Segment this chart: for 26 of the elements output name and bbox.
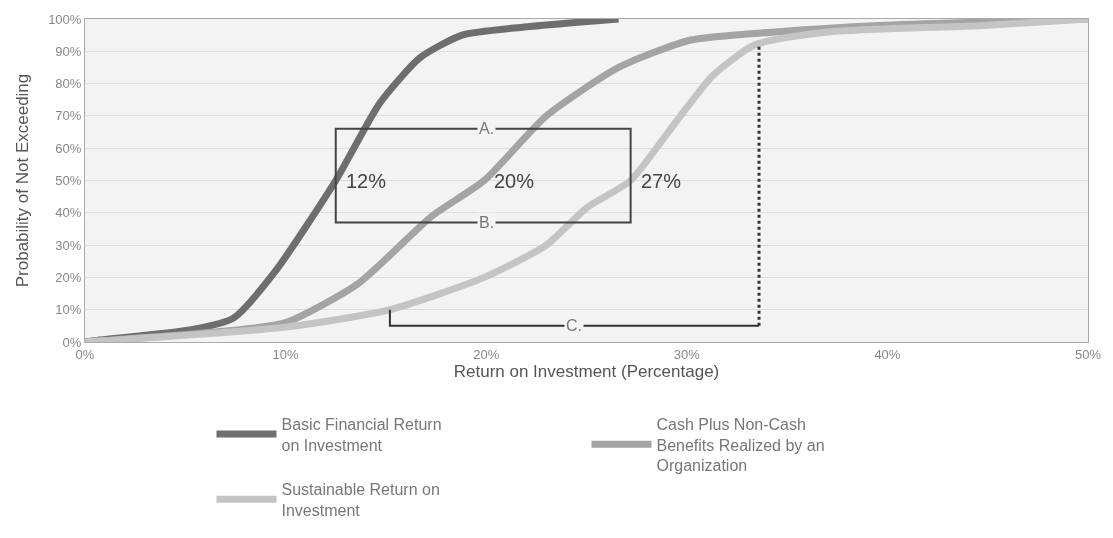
y-tick-label: 100%	[48, 11, 82, 27]
y-tick-label: 20%	[55, 269, 82, 285]
y-tick-label: 90%	[55, 43, 82, 59]
annotation: A.	[479, 120, 495, 137]
y-axis-title: Probability of Not Exceeding	[12, 73, 32, 288]
y-tick-label: 50%	[55, 173, 82, 189]
x-tick-label: 40%	[874, 346, 901, 362]
y-tick-label: 60%	[55, 140, 82, 156]
x-tick-label: 20%	[473, 346, 500, 362]
annotation: C.	[566, 317, 582, 334]
annotation: 27%	[641, 170, 682, 192]
legend-label: Cash Plus Non-Cash Benefits Realized by an Organization	[656, 415, 825, 475]
legend-label: Basic Financial Return on Investment	[281, 415, 442, 454]
x-tick-label: 10%	[272, 346, 300, 362]
x-tick-label: 50%	[1074, 346, 1102, 362]
annotation: B.	[479, 214, 495, 231]
y-tick-label: 80%	[55, 76, 82, 92]
y-tick-label: 10%	[55, 302, 82, 318]
x-tick-label: 30%	[673, 346, 701, 362]
x-axis-title: Return on Investment (Percentage)	[453, 362, 720, 381]
legend-label: Sustainable Return on Investment	[281, 481, 440, 519]
annotation: 20%	[494, 170, 535, 192]
y-tick-label: 40%	[55, 205, 82, 221]
y-tick-label: 70%	[55, 108, 82, 124]
y-tick-label: 30%	[55, 237, 82, 253]
annotation: 12%	[346, 170, 387, 192]
